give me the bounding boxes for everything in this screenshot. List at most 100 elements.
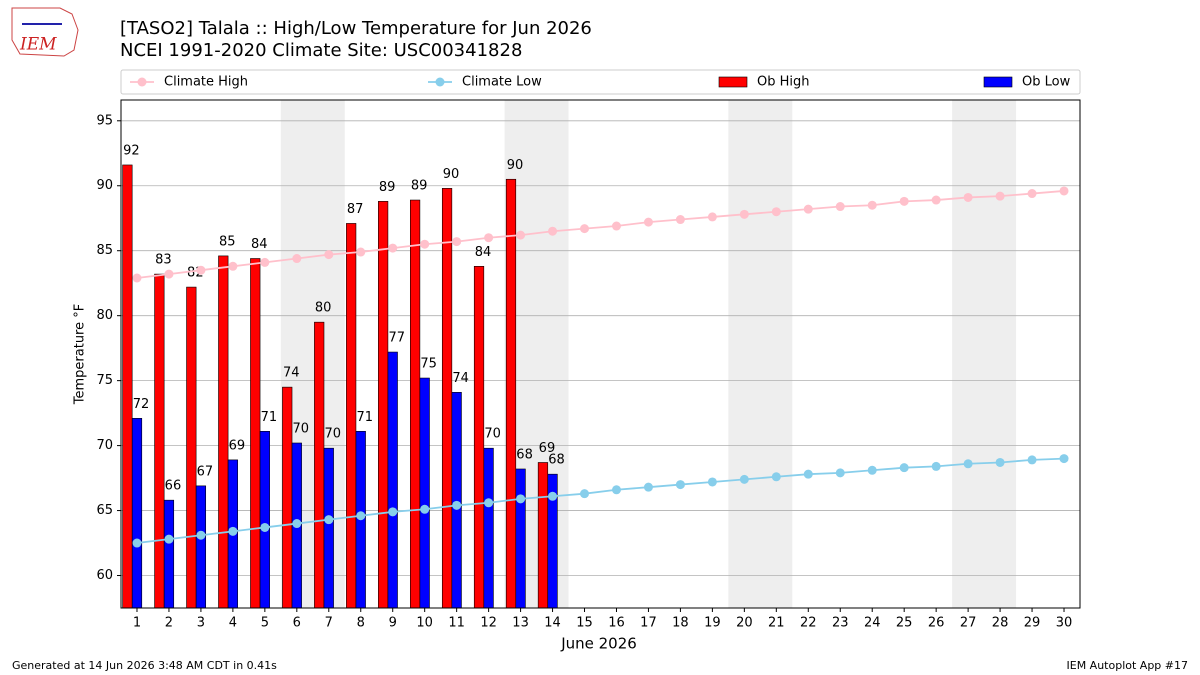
point [196, 265, 206, 275]
point [1027, 189, 1037, 199]
line [136, 190, 1065, 279]
data-label: 89 [379, 180, 396, 195]
point [324, 250, 334, 260]
bar [441, 188, 453, 609]
x-tick-label: 22 [800, 616, 817, 631]
line [136, 457, 1065, 544]
y-tick-label: 60 [96, 568, 113, 583]
data-label: 68 [516, 447, 533, 462]
x-tick-label: 29 [1024, 616, 1041, 631]
point [292, 519, 302, 529]
point [420, 239, 430, 249]
data-label: 69 [539, 441, 556, 456]
x-tick-label: 9 [389, 616, 397, 631]
legend-swatch [718, 76, 748, 88]
x-tick-label: 12 [480, 616, 497, 631]
point [611, 221, 621, 231]
point [867, 465, 877, 475]
x-tick-label: 24 [864, 616, 881, 631]
point [995, 457, 1005, 467]
x-tick-label: 13 [512, 616, 529, 631]
x-tick-label: 16 [608, 616, 625, 631]
y-tick-label: 65 [96, 503, 113, 518]
point [707, 477, 717, 487]
point [803, 469, 813, 479]
bar [250, 258, 261, 609]
x-tick-label: 15 [576, 616, 593, 631]
chart-title: [TASO2] Talala :: High/Low Temperature f… [120, 18, 592, 39]
point [771, 472, 781, 482]
x-tick-label: 1 [133, 616, 141, 631]
y-tick-label: 85 [96, 243, 113, 258]
weekend-shade [728, 100, 793, 608]
bar [282, 386, 293, 609]
data-label: 89 [411, 179, 428, 194]
point [132, 538, 142, 548]
data-label: 85 [219, 234, 236, 249]
point [931, 461, 941, 471]
y-axis-label: Temperature °F [73, 304, 88, 405]
data-label: 92 [123, 143, 140, 158]
logo: IEM [11, 7, 79, 57]
bar [387, 351, 398, 609]
point [228, 261, 238, 271]
point [420, 504, 430, 514]
point [228, 526, 238, 536]
legend-point [137, 77, 147, 87]
point [388, 507, 398, 517]
weekend-shade [952, 100, 1017, 608]
bar [163, 499, 175, 609]
point [675, 215, 685, 225]
legend-label: Ob High [757, 75, 810, 90]
data-label: 68 [548, 453, 565, 468]
legend-label: Climate Low [462, 75, 542, 90]
bar [451, 392, 462, 609]
data-label: 80 [315, 301, 332, 316]
x-tick-label: 2 [165, 616, 173, 631]
point [452, 500, 462, 510]
x-tick-label: 26 [928, 616, 945, 631]
data-label: 84 [251, 237, 268, 252]
x-tick-label: 4 [229, 616, 237, 631]
point [324, 515, 334, 525]
data-label: 87 [347, 202, 364, 217]
data-label: 83 [155, 253, 172, 268]
bar [419, 377, 430, 609]
point [484, 233, 494, 243]
data-label: 74 [452, 371, 469, 386]
point [580, 489, 590, 499]
point [963, 192, 973, 202]
x-tick-label: 28 [992, 616, 1009, 631]
point [164, 534, 174, 544]
bar [378, 201, 389, 609]
point [931, 195, 941, 205]
point [963, 459, 973, 469]
legend-label: Climate High [164, 75, 248, 90]
logo-text: IEM [19, 35, 57, 55]
x-tick-label: 7 [325, 616, 333, 631]
x-tick-label: 30 [1056, 616, 1073, 631]
legend-box [120, 69, 1081, 95]
data-label: 90 [507, 158, 524, 173]
data-label: 70 [325, 427, 342, 442]
legend-label: Ob Low [1022, 75, 1071, 90]
bar [218, 255, 229, 609]
data-label: 77 [388, 331, 405, 346]
point [260, 257, 270, 267]
point [643, 217, 653, 227]
point [675, 480, 685, 490]
bar [505, 178, 517, 609]
point [516, 494, 526, 504]
x-tick-label: 25 [896, 616, 913, 631]
point [995, 191, 1005, 201]
x-tick-label: 18 [672, 616, 689, 631]
point [1059, 186, 1069, 196]
data-label: 71 [356, 410, 373, 425]
logo-outline [11, 7, 79, 57]
data-label: 72 [133, 397, 150, 412]
point [132, 273, 142, 283]
x-tick-label: 14 [544, 616, 561, 631]
bar [537, 462, 549, 609]
bar [131, 418, 143, 609]
bar [346, 223, 357, 609]
